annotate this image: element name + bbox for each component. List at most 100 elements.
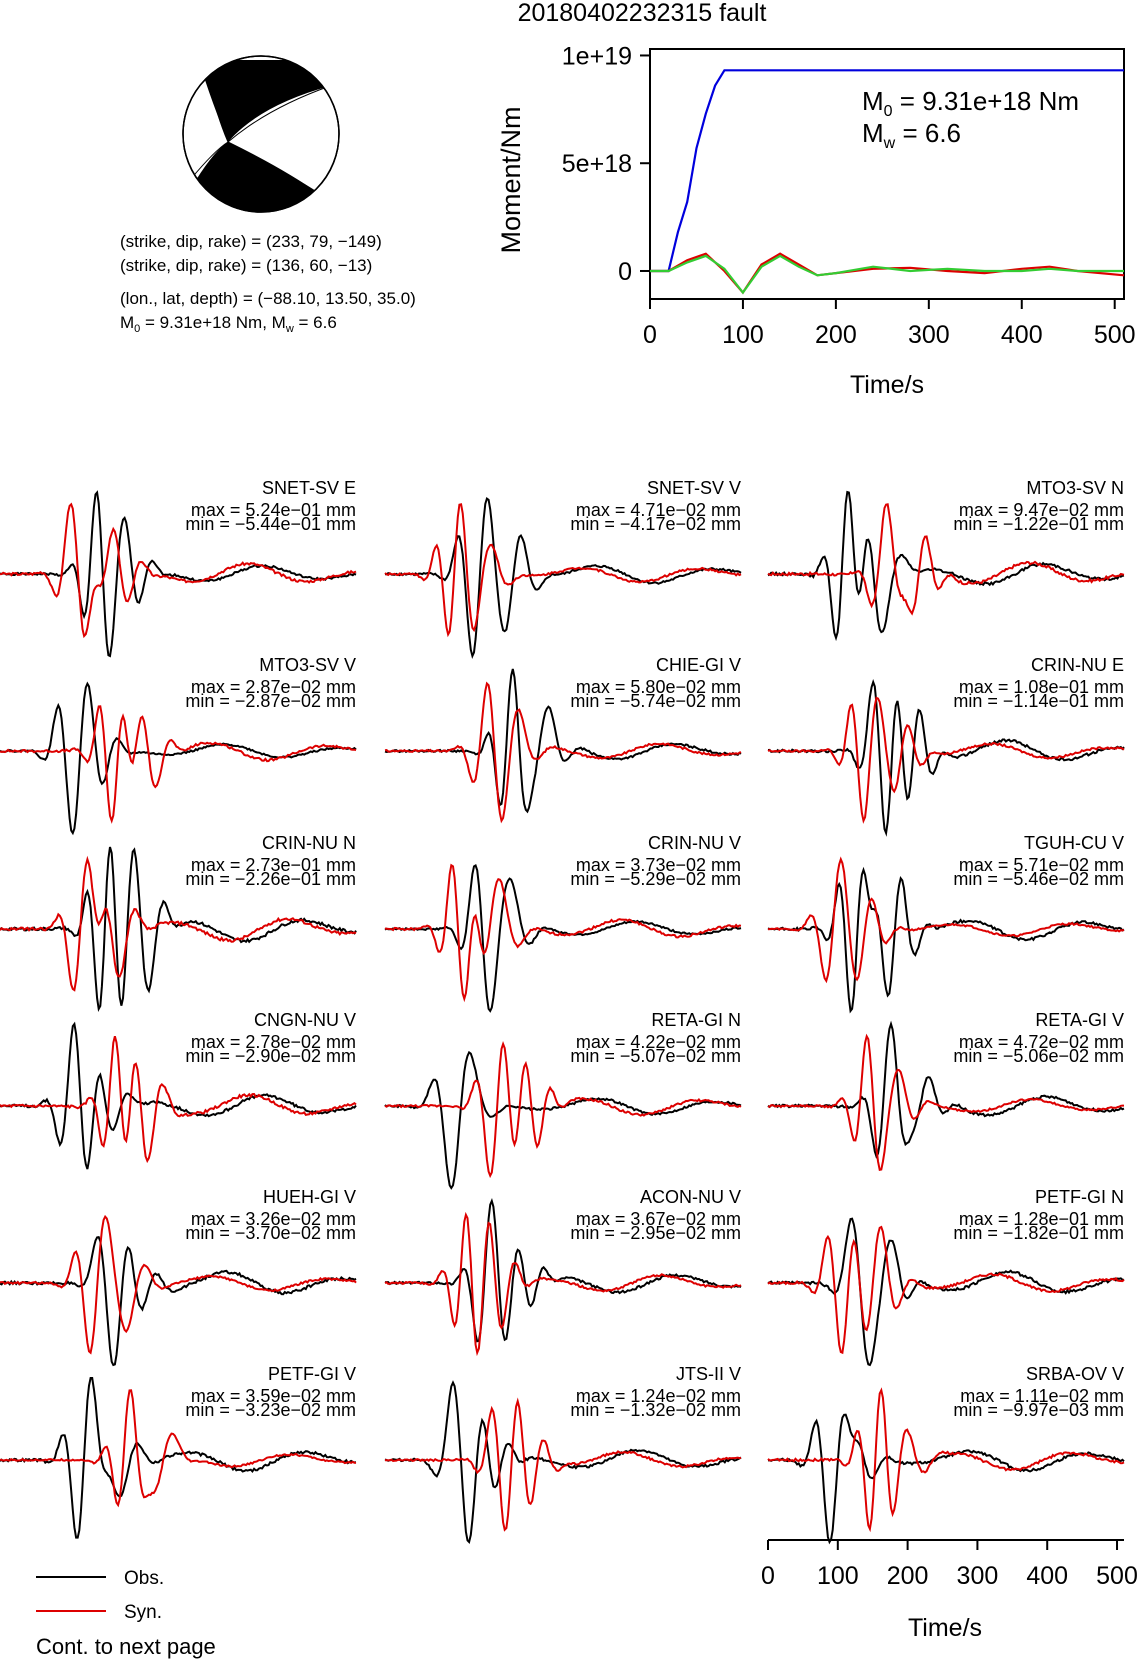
station-label: CRIN-NU V [648, 833, 741, 853]
observed-trace [0, 1235, 357, 1367]
synthetic-trace [384, 503, 742, 638]
moment-xtick-label: 300 [908, 321, 950, 349]
moment-xlabel: Time/s [850, 371, 924, 399]
moment-series-green [650, 254, 1124, 295]
trace-max-label: max = 2.73e−01 mm [191, 855, 356, 875]
observed-trace [767, 490, 1125, 642]
station-label: SRBA-OV V [1026, 1364, 1124, 1384]
trace-max-label: max = 1.24e−02 mm [576, 1386, 741, 1406]
trace-max-label: max = 3.59e−02 mm [191, 1386, 356, 1406]
trace-min-label: min = −5.46e−02 mm [953, 869, 1124, 889]
station-label: RETA-GI N [651, 1010, 741, 1030]
time-xtick-label: 500 [1096, 1562, 1138, 1590]
moment-mw-annotation: Mw = 6.6 [862, 118, 961, 152]
plane-1: (strike, dip, rake) = (233, 79, −149) [120, 232, 382, 251]
observed-trace [0, 490, 357, 658]
time-xtick-label: 300 [957, 1562, 999, 1590]
focal-info: (strike, dip, rake) = (233, 79, −149) (s… [120, 232, 416, 335]
trace-min-label: min = −5.44e−01 mm [185, 514, 356, 534]
trace-max-label: max = 5.71e−02 mm [959, 855, 1124, 875]
trace-max-label: max = 5.80e−02 mm [576, 677, 741, 697]
trace-max-label: max = 3.73e−02 mm [576, 855, 741, 875]
station-label: HUEH-GI V [263, 1187, 356, 1207]
trace-max-label: max = 2.78e−02 mm [191, 1032, 356, 1052]
observed-trace [0, 1021, 357, 1170]
station-label: CRIN-NU E [1031, 655, 1124, 675]
moment-xtick-label: 200 [815, 321, 857, 349]
synthetic-trace [0, 1036, 357, 1164]
trace-max-label: max = 3.67e−02 mm [576, 1209, 741, 1229]
trace-min-label: min = −5.29e−02 mm [570, 869, 741, 889]
moment-xtick-label: 0 [643, 321, 657, 349]
figure-title: 20180402232315 fault [518, 0, 767, 27]
trace-max-label: max = 1.08e−01 mm [959, 677, 1124, 697]
station-label: SNET-SV E [262, 478, 356, 498]
synthetic-trace [384, 1211, 742, 1357]
moment-xtick-label: 400 [1001, 321, 1043, 349]
trace-max-label: max = 4.72e−02 mm [959, 1032, 1124, 1052]
synthetic-trace [384, 1041, 742, 1179]
observed-trace [384, 1380, 742, 1544]
trace-min-label: min = −2.90e−02 mm [185, 1046, 356, 1066]
moment-ytick-label: 1e+19 [562, 42, 632, 70]
trace-min-label: min = −2.87e−02 mm [185, 691, 356, 711]
moment-ylabel: Moment/Nm [496, 106, 526, 253]
time-xtick-label: 0 [761, 1562, 775, 1590]
moment-series-blue [650, 69, 1124, 273]
legend-syn-label: Syn. [124, 1602, 162, 1623]
moment-plot-frame [649, 48, 1125, 300]
trace-min-label: min = −2.26e−01 mm [185, 869, 356, 889]
station-label: CNGN-NU V [254, 1010, 356, 1030]
synthetic-trace [767, 1033, 1124, 1171]
continuation-note: Cont. to next page [36, 1634, 216, 1659]
trace-max-label: max = 2.87e−02 mm [191, 677, 356, 697]
trace-min-label: min = −5.06e−02 mm [953, 1046, 1124, 1066]
synthetic-trace [0, 502, 357, 639]
synthetic-trace [767, 1225, 1125, 1355]
time-xtick-label: 400 [1026, 1562, 1068, 1590]
observed-trace [767, 1020, 1125, 1159]
station-label: PETF-GI V [268, 1364, 356, 1384]
trace-max-label: max = 5.24e−01 mm [191, 500, 356, 520]
station-label: MTO3-SV N [1026, 478, 1124, 498]
station-label: MTO3-SV V [259, 655, 356, 675]
moment-axes: 0 5e+18 1e+19 0 100 200 300 400 500 [562, 42, 1136, 349]
trace-min-label: min = −3.70e−02 mm [185, 1223, 356, 1243]
trace-min-label: min = −9.97e−03 mm [953, 1400, 1124, 1420]
observed-trace [385, 496, 742, 660]
observed-trace [384, 1050, 742, 1190]
station-label: CHIE-GI V [656, 655, 741, 675]
station-label: CRIN-NU N [262, 833, 356, 853]
synthetic-trace [384, 863, 742, 1003]
location: (lon., lat, depth) = (−88.10, 13.50, 35.… [120, 289, 416, 308]
synthetic-trace [384, 681, 742, 824]
time-xtick-label: 100 [817, 1562, 859, 1590]
station-label: ACON-NU V [640, 1187, 741, 1207]
plane-2: (strike, dip, rake) = (136, 60, −13) [120, 256, 372, 275]
moment-ytick-label: 0 [618, 258, 632, 286]
moment-magnitude: M0 = 9.31e+18 Nm, Mw = 6.6 [120, 313, 337, 335]
waveform-xlabel: Time/s [908, 1614, 982, 1642]
station-label: JTS-II V [676, 1364, 741, 1384]
trace-max-label: max = 1.11e−02 mm [960, 1386, 1124, 1406]
trace-min-label: min = −4.17e−02 mm [570, 514, 741, 534]
synthetic-trace [384, 1397, 742, 1532]
trace-max-label: max = 4.22e−02 mm [576, 1032, 741, 1052]
trace-max-label: max = 9.47e−02 mm [959, 500, 1124, 520]
observed-trace [384, 1198, 742, 1343]
synthetic-trace [0, 1214, 357, 1355]
